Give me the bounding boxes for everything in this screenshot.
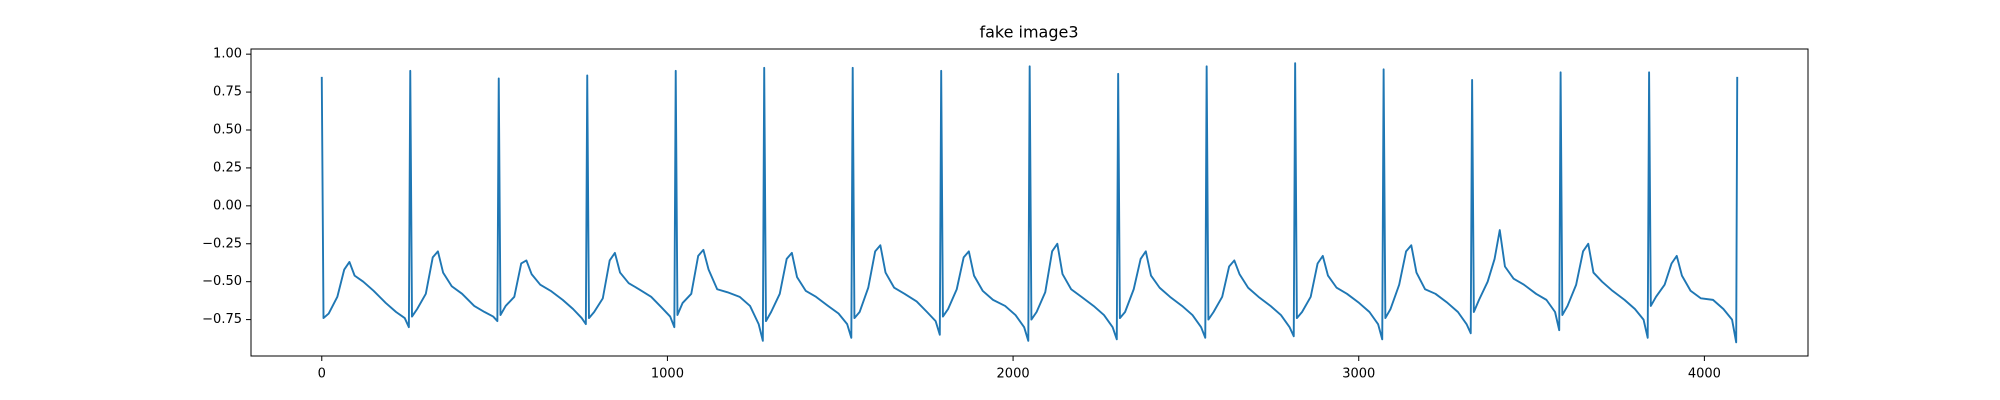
y-tick-label: −0.50 (202, 274, 242, 289)
y-tick-label: 0.75 (213, 85, 242, 100)
y-tick-label: 0.25 (213, 160, 242, 175)
y-tick-label: −0.25 (202, 236, 242, 251)
x-tick-label: 3000 (1342, 367, 1375, 382)
x-tick-label: 0 (318, 367, 326, 382)
line-series (320, 62, 1739, 344)
plot-frame (250, 48, 1809, 357)
x-tick-label: 2000 (997, 367, 1030, 382)
y-tick-label: 0.00 (213, 198, 242, 213)
x-tick-label: 4000 (1688, 367, 1721, 382)
y-tick-label: 1.00 (213, 47, 242, 62)
y-tick-label: −0.75 (202, 312, 242, 327)
y-tick-label: 0.50 (213, 122, 242, 137)
chart-title: fake image3 (979, 23, 1078, 42)
x-tick-label: 1000 (651, 367, 684, 382)
